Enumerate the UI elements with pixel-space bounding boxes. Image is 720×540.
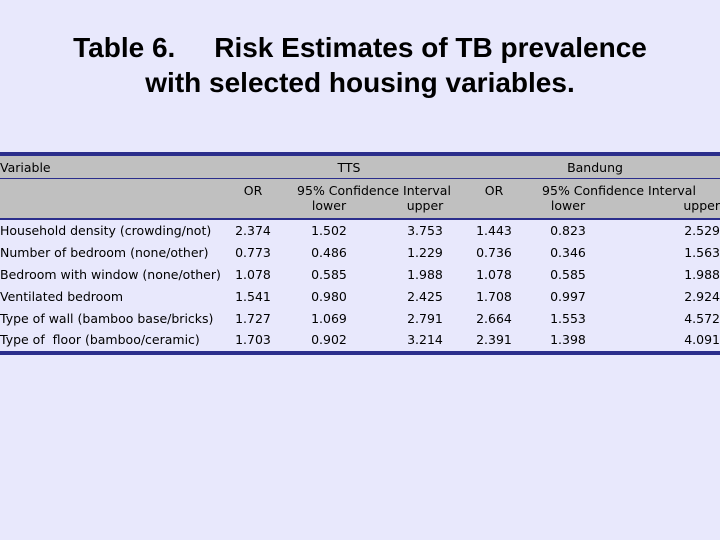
cell-bandung-lower: 0.585 — [550, 266, 586, 282]
cell-bandung-lower: 0.997 — [550, 288, 586, 304]
cell-bandung-or: 2.391 — [470, 328, 518, 355]
header-tts-lower: lower — [278, 198, 380, 220]
header-group-bandung: Bandung — [470, 152, 720, 179]
cell-bandung-upper: 2.529 — [684, 223, 720, 239]
cell-tts-upper: 2.791 — [407, 310, 443, 326]
header-bandung-or: OR — [470, 178, 518, 198]
cell-tts-or: 1.078 — [235, 266, 271, 282]
table-row: Type of wall (bamboo base/bricks) 1.727 … — [0, 307, 720, 329]
cell-tts-upper: 3.753 — [407, 223, 443, 239]
cell-tts-lower: 0.902 — [278, 328, 380, 355]
cell-bandung-upper: 2.924 — [684, 288, 720, 304]
cell-tts-or: 1.727 — [235, 310, 271, 326]
cell-bandung-lower: 0.346 — [550, 245, 586, 261]
cell-tts-lower: 1.502 — [311, 223, 347, 239]
cell-variable: Type of wall (bamboo base/bricks) — [0, 310, 214, 326]
cell-bandung-lower: 1.553 — [550, 310, 586, 326]
cell-variable: Household density (crowding/not) — [0, 223, 212, 239]
cell-tts-lower: 0.980 — [311, 288, 347, 304]
cell-tts-upper: 2.425 — [407, 288, 443, 304]
cell-bandung-upper: 4.091 — [618, 328, 720, 355]
header-bandung-ci: 95% Confidence Interval — [518, 178, 720, 198]
cell-tts-upper: 1.229 — [407, 245, 443, 261]
cell-tts-lower: 0.585 — [311, 266, 347, 282]
cell-bandung-or: 1.708 — [476, 288, 512, 304]
header-blank — [0, 178, 228, 198]
cell-bandung-lower: 1.398 — [518, 328, 618, 355]
cell-bandung-or: 1.443 — [476, 223, 512, 239]
title-line-1: Table 6. Risk Estimates of TB prevalence — [73, 32, 647, 63]
cell-bandung-lower: 0.823 — [550, 223, 586, 239]
cell-tts-or: 0.773 — [235, 245, 271, 261]
header-row-bounds: lower upper lower upper — [0, 198, 720, 220]
cell-tts-or: 2.374 — [235, 223, 271, 239]
header-bandung-lower: lower — [518, 198, 618, 220]
title-line-2: with selected housing variables. — [145, 67, 575, 98]
slide-title: Table 6. Risk Estimates of TB prevalence… — [0, 30, 720, 100]
header-row-groups: Variable TTS Bandung — [0, 152, 720, 179]
header-bandung-upper: upper — [618, 198, 720, 220]
cell-variable: Bedroom with window (none/other) — [0, 266, 221, 282]
cell-tts-upper: 3.214 — [380, 328, 470, 355]
header-blank — [0, 198, 228, 220]
cell-bandung-or: 0.736 — [476, 245, 512, 261]
cell-bandung-upper: 1.988 — [684, 266, 720, 282]
table-row: Ventilated bedroom 1.541 0.980 2.425 1.7… — [0, 285, 720, 307]
header-tts-or: OR — [228, 178, 278, 198]
cell-tts-or: 1.541 — [235, 288, 271, 304]
header-blank — [470, 198, 518, 220]
cell-bandung-or: 1.078 — [476, 266, 512, 282]
cell-variable: Ventilated bedroom — [0, 288, 124, 304]
risk-estimates-table: Variable TTS Bandung OR 95% Confidence I… — [0, 152, 720, 355]
cell-variable: Number of bedroom (none/other) — [0, 245, 209, 261]
cell-variable: Type of floor (bamboo/ceramic) — [0, 328, 228, 355]
cell-bandung-or: 2.664 — [476, 310, 512, 326]
header-variable: Variable — [0, 152, 228, 179]
header-tts-upper: upper — [380, 198, 470, 220]
header-tts-ci: 95% Confidence Interval — [278, 178, 470, 198]
cell-bandung-upper: 1.563 — [684, 245, 720, 261]
cell-tts-upper: 1.988 — [407, 266, 443, 282]
cell-bandung-upper: 4.572 — [684, 310, 720, 326]
table-row: Number of bedroom (none/other) 0.773 0.4… — [0, 242, 720, 264]
table-row: Household density (crowding/not) 2.374 1… — [0, 219, 720, 242]
table-row: Type of floor (bamboo/ceramic) 1.703 0.9… — [0, 328, 720, 355]
header-row-measures: OR 95% Confidence Interval OR 95% Confid… — [0, 178, 720, 198]
table-row: Bedroom with window (none/other) 1.078 0… — [0, 264, 720, 286]
cell-tts-or: 1.703 — [228, 328, 278, 355]
header-blank — [228, 198, 278, 220]
header-group-tts: TTS — [228, 152, 470, 179]
cell-tts-lower: 0.486 — [311, 245, 347, 261]
cell-tts-lower: 1.069 — [311, 310, 347, 326]
